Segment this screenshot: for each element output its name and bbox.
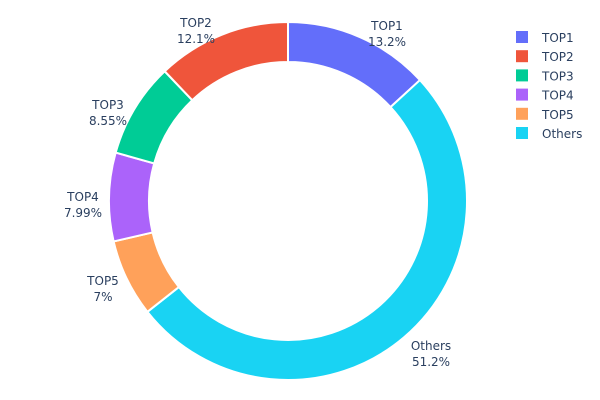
legend-swatch xyxy=(516,69,528,82)
slice-others[interactable] xyxy=(146,78,468,381)
slice-label: Others xyxy=(411,339,451,353)
legend-swatch xyxy=(516,50,528,63)
legend-label: TOP1 xyxy=(541,31,574,45)
slice-percent-label: 7.99% xyxy=(64,206,102,220)
legend-swatch xyxy=(516,127,528,139)
legend-item-top1[interactable]: TOP1 xyxy=(516,31,574,45)
legend-item-top4[interactable]: TOP4 xyxy=(516,88,574,103)
slice-percent-label: 13.2% xyxy=(368,35,406,49)
legend-label: TOP5 xyxy=(541,108,574,122)
slice-label: TOP5 xyxy=(86,274,119,288)
legend-label: Others xyxy=(542,127,582,141)
legend-item-top3[interactable]: TOP3 xyxy=(516,69,574,83)
slice-top2[interactable] xyxy=(163,20,289,102)
legend-swatch xyxy=(516,88,528,101)
legend-swatch xyxy=(516,31,528,43)
legend-label: TOP3 xyxy=(541,69,574,83)
legend-label: TOP2 xyxy=(541,50,574,64)
legend-item-top5[interactable]: TOP5 xyxy=(516,107,574,122)
slice-percent-label: 8.55% xyxy=(89,114,127,128)
slice-label: TOP2 xyxy=(179,16,212,30)
slice-label: TOP4 xyxy=(66,190,99,204)
slice-percent-label: 51.2% xyxy=(412,355,450,369)
legend-item-top2[interactable]: TOP2 xyxy=(516,50,574,64)
legend-item-others[interactable]: Others xyxy=(516,127,582,141)
legend-swatch xyxy=(516,107,528,120)
slice-percent-label: 12.1% xyxy=(177,32,215,46)
slice-top4[interactable] xyxy=(108,151,156,243)
slice-percent-label: 7% xyxy=(93,290,112,304)
slice-label: TOP3 xyxy=(91,98,124,112)
legend-label: TOP4 xyxy=(541,89,574,103)
slice-label: TOP1 xyxy=(370,19,403,33)
